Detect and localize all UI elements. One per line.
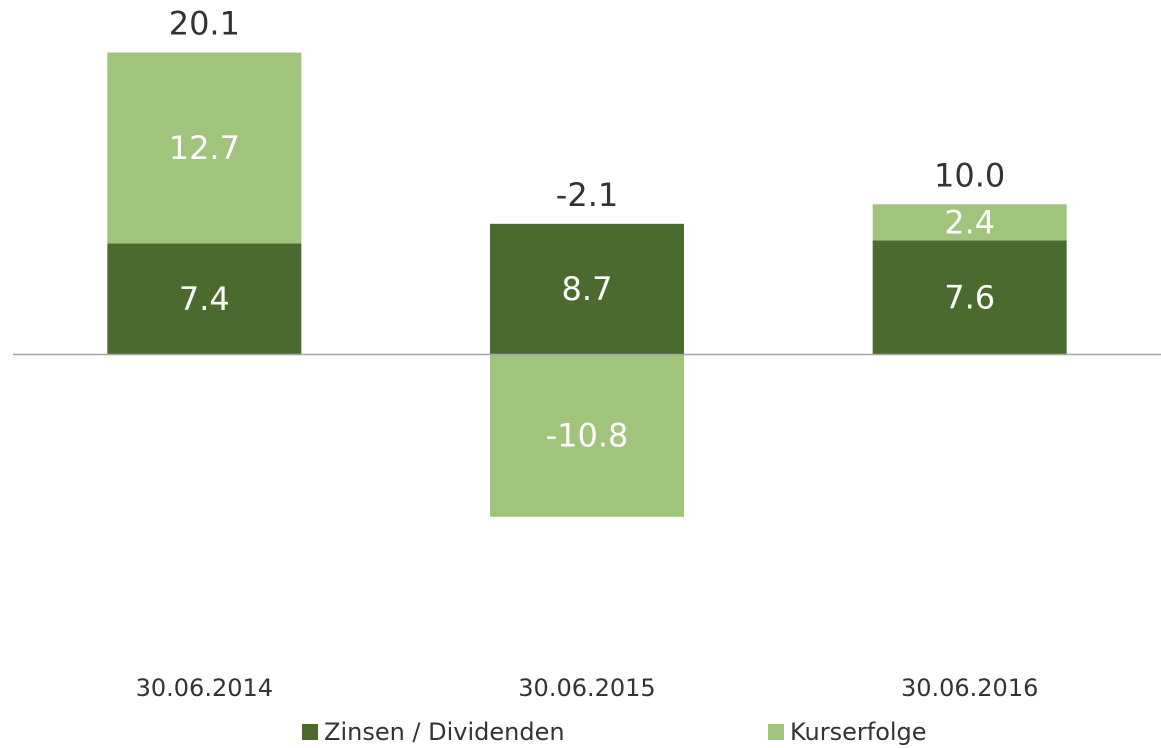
x-tick-label: 30.06.2014 xyxy=(136,674,273,702)
segment-label: -10.8 xyxy=(546,417,629,455)
x-tick-label: 30.06.2016 xyxy=(901,674,1038,702)
legend-swatch xyxy=(302,724,318,740)
bar-segment xyxy=(872,204,1067,241)
legend-label: Zinsen / Dividenden xyxy=(324,718,565,746)
bar-segment xyxy=(107,52,302,244)
segment-label: 7.6 xyxy=(944,278,995,316)
total-label: 10.0 xyxy=(934,156,1005,194)
segment-label: 12.7 xyxy=(169,129,240,167)
x-tick-label: 30.06.2015 xyxy=(518,674,655,702)
legend-label: Kurserfolge xyxy=(790,718,927,746)
bar-segment xyxy=(490,223,684,355)
segment-label: 7.4 xyxy=(179,280,230,318)
segment-label: 2.4 xyxy=(944,203,995,241)
legend-swatch xyxy=(768,724,784,740)
bar-segment xyxy=(490,354,684,517)
total-label: -2.1 xyxy=(556,176,618,214)
segment-label: 8.7 xyxy=(562,270,613,308)
bar-segment xyxy=(107,243,302,355)
total-label: 20.1 xyxy=(169,5,240,43)
bar-segment xyxy=(872,240,1067,355)
